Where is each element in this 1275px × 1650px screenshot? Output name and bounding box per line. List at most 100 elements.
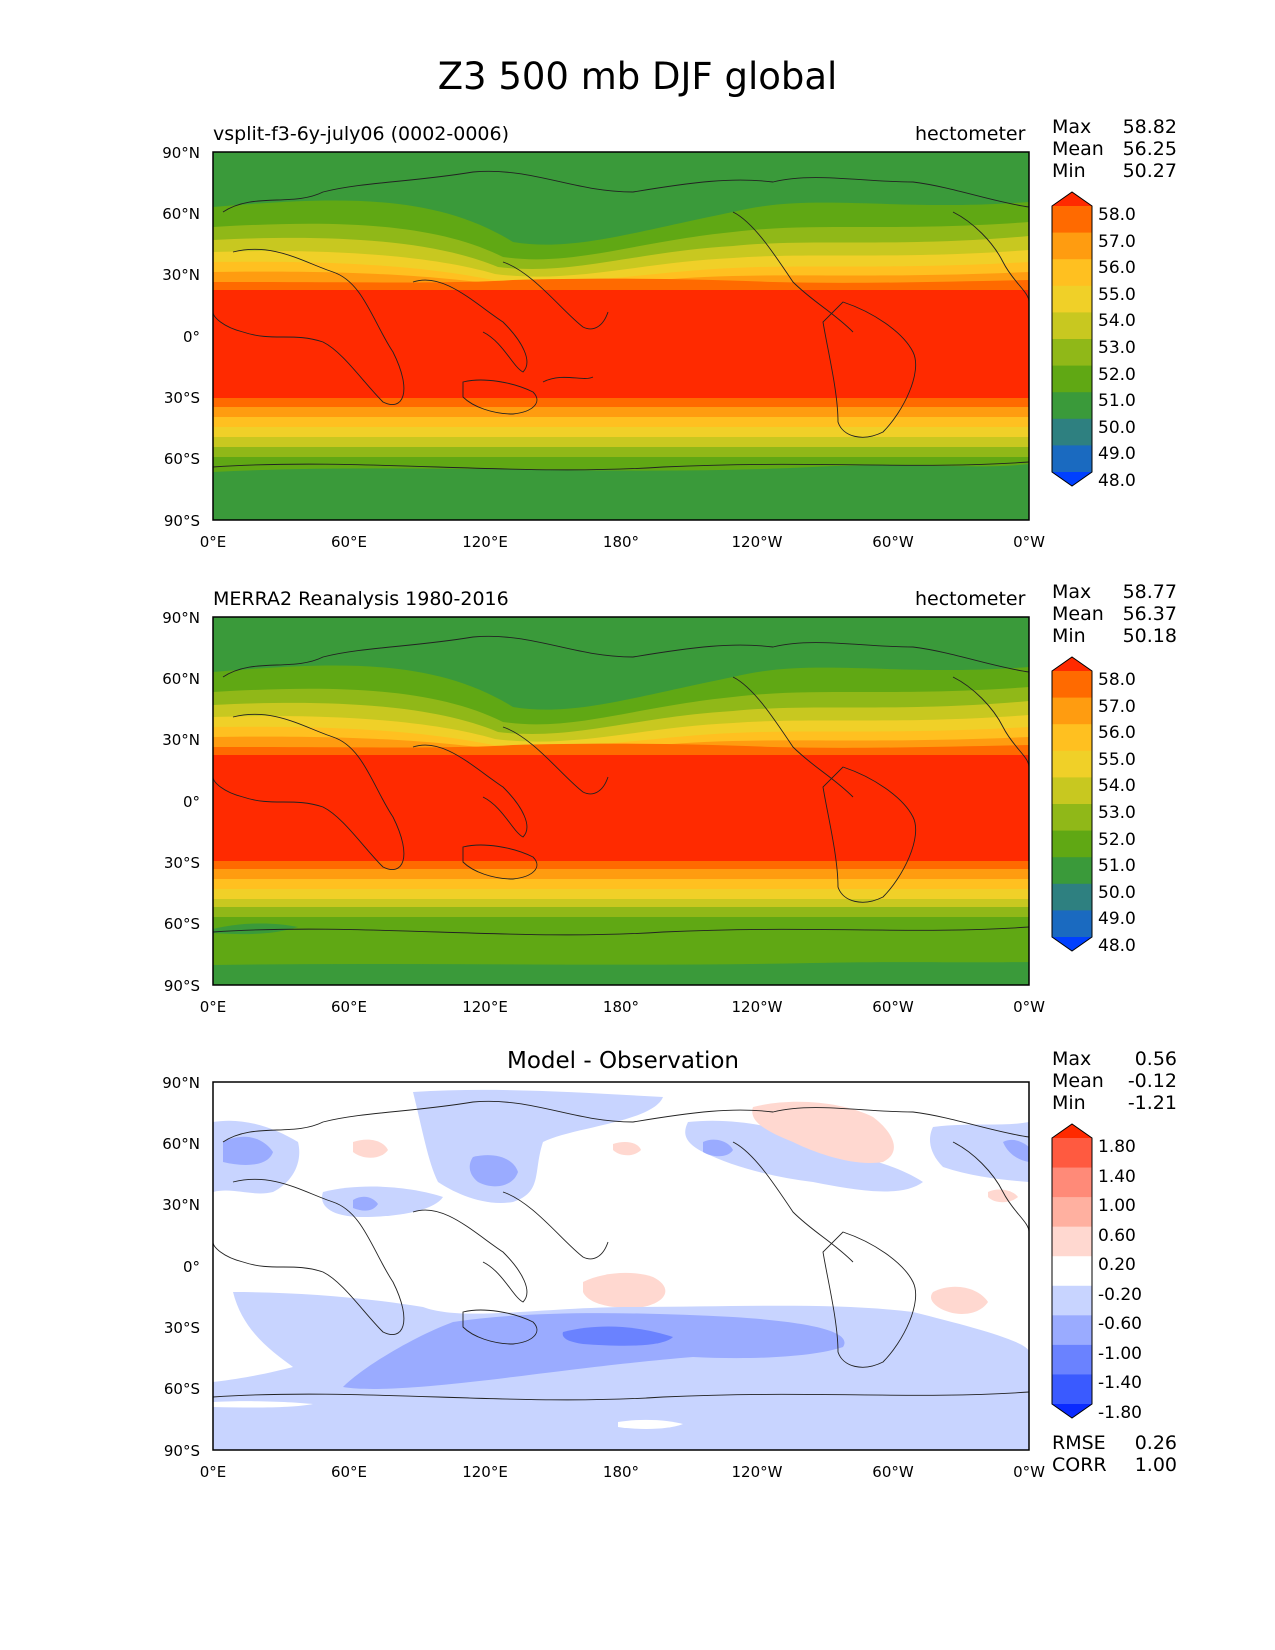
figure-title: Z3 500 mb DJF global: [437, 55, 838, 98]
lon-tick: 60°W: [872, 533, 914, 551]
metric-label: RMSE: [1052, 1432, 1106, 1454]
colorbar-segment: [1052, 392, 1092, 420]
lat-tick: 0°: [182, 1258, 200, 1276]
lat-tick: 60°S: [163, 915, 200, 933]
stat-label: Min: [1052, 160, 1086, 182]
colorbar-tick-label: -0.20: [1098, 1284, 1142, 1305]
colorbar-tick-label: 51.0: [1098, 391, 1136, 412]
colorbar-tick-label: 1.80: [1098, 1137, 1136, 1157]
lon-tick: 120°E: [462, 533, 508, 551]
lat-tick: 90°S: [163, 1442, 200, 1460]
panel-left-label: MERRA2 Reanalysis 1980-2016: [213, 588, 509, 610]
lon-tick: 60°E: [330, 998, 368, 1016]
colorbar-segment: [1052, 339, 1092, 367]
stat-value: 56.25: [1122, 138, 1177, 160]
metric-label: CORR: [1052, 1454, 1107, 1476]
colorbar-segment: [1052, 804, 1092, 832]
lat-tick: 90°N: [162, 144, 200, 162]
colorbar-segment: [1052, 1138, 1092, 1169]
stat-value: 0.56: [1134, 1048, 1177, 1070]
metric-value: 1.00: [1134, 1454, 1177, 1476]
lon-tick: 120°W: [731, 1463, 783, 1481]
stat-label: Max: [1052, 116, 1092, 138]
lon-tick: 120°E: [462, 1463, 508, 1481]
colorbar-segment: [1052, 1374, 1092, 1405]
colorbar-tick-label: -1.00: [1098, 1343, 1142, 1364]
colorbar-tick-label: 54.0: [1098, 311, 1136, 332]
colorbar-tick-label: -0.60: [1098, 1314, 1142, 1335]
colorbar-tick-label: 52.0: [1098, 829, 1136, 850]
metric-value: 0.26: [1134, 1432, 1177, 1454]
colorbar-segment: [1052, 830, 1092, 858]
lat-tick: 30°N: [162, 731, 200, 749]
lat-tick: 0°: [182, 793, 200, 811]
colorbar-segment: [1052, 1285, 1092, 1316]
colorbar-tick-label: 50.0: [1098, 882, 1136, 903]
colorbar-tick-label: 56.0: [1098, 723, 1136, 744]
colorbar-graphic: [1051, 1123, 1093, 1419]
lat-tick: 60°S: [163, 450, 200, 468]
colorbar-tick-label: 0.60: [1098, 1225, 1136, 1246]
colorbar-tick-label: 57.0: [1098, 696, 1136, 717]
lon-tick: 60°W: [872, 998, 914, 1016]
colorbar-segment: [1052, 724, 1092, 752]
colorbar-tick-label: 56.0: [1098, 258, 1136, 279]
lat-tick: 0°: [182, 328, 200, 346]
colorbar-tick-label: 51.0: [1098, 856, 1136, 877]
stat-label: Max: [1052, 581, 1092, 603]
stat-label: Max: [1052, 1048, 1092, 1070]
panel-center-title: Model - Observation: [506, 1048, 740, 1074]
colorbar-tick-label: 49.0: [1098, 444, 1136, 465]
lat-tick: 60°N: [162, 670, 200, 688]
lat-tick: 30°N: [162, 1196, 200, 1214]
lon-tick: 0°W: [1013, 533, 1045, 551]
colorbar-tick-label: 48.0: [1098, 471, 1136, 491]
colorbar-segment: [1052, 1315, 1092, 1346]
lon-tick: 0°E: [199, 1463, 227, 1481]
colorbar-tick-label: 49.0: [1098, 909, 1136, 930]
lon-tick: 180°: [602, 998, 640, 1016]
stat-value: -0.12: [1127, 1070, 1177, 1092]
colorbar-tick-label: 53.0: [1098, 803, 1136, 823]
colorbar-tick-label: 58.0: [1098, 670, 1136, 690]
lon-tick: 60°E: [330, 533, 368, 551]
lat-tick: 30°S: [163, 389, 200, 407]
lon-tick: 0°W: [1013, 998, 1045, 1016]
panel-units-label: hectometer: [915, 588, 1026, 610]
lon-tick: 0°E: [199, 998, 227, 1016]
colorbar-extend-bottom: [1052, 937, 1092, 951]
colorbar-segment: [1052, 1226, 1092, 1257]
colorbar-extend-bottom: [1052, 472, 1092, 486]
stat-value: 50.27: [1122, 160, 1177, 182]
colorbar-extend-top: [1052, 1124, 1092, 1138]
lon-tick: 0°W: [1013, 1463, 1045, 1481]
colorbar-tick-label: 58.0: [1098, 205, 1136, 225]
colorbar-segment: [1052, 671, 1092, 699]
stat-label: Mean: [1052, 1070, 1104, 1092]
lat-tick: 30°S: [163, 1319, 200, 1337]
lon-tick: 60°E: [330, 1463, 368, 1481]
colorbar-segment: [1052, 1197, 1092, 1228]
lat-tick: 60°N: [162, 205, 200, 223]
lat-tick: 90°N: [162, 609, 200, 627]
lon-tick: 0°E: [199, 533, 227, 551]
colorbar-tick-label: -1.80: [1098, 1403, 1142, 1423]
colorbar-tick-label: -1.40: [1098, 1373, 1142, 1394]
colorbar-segment: [1052, 312, 1092, 340]
colorbar-segment: [1052, 777, 1092, 805]
stat-label: Min: [1052, 1092, 1086, 1114]
map-difference: [212, 1081, 1030, 1451]
colorbar-segment: [1052, 206, 1092, 234]
lat-tick: 90°S: [163, 977, 200, 995]
colorbar-tick-label: 1.00: [1098, 1196, 1136, 1217]
colorbar-segment: [1052, 750, 1092, 778]
lon-tick: 180°: [602, 1463, 640, 1481]
stat-value: -1.21: [1127, 1092, 1177, 1114]
colorbar-segment: [1052, 910, 1092, 938]
stat-label: Min: [1052, 625, 1086, 647]
colorbar-tick-label: 54.0: [1098, 776, 1136, 797]
colorbar-segment: [1052, 259, 1092, 287]
panel-units-label: hectometer: [915, 123, 1026, 145]
panel-left-label: vsplit-f3-6y-july06 (0002-0006): [213, 123, 510, 145]
lat-tick: 60°N: [162, 1135, 200, 1153]
